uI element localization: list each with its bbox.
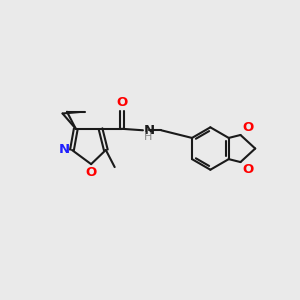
Text: N: N	[58, 143, 70, 157]
Text: O: O	[116, 96, 128, 109]
Text: O: O	[242, 163, 253, 176]
Text: O: O	[242, 121, 253, 134]
Text: H: H	[144, 132, 152, 142]
Text: O: O	[85, 166, 97, 179]
Text: N: N	[144, 124, 155, 137]
